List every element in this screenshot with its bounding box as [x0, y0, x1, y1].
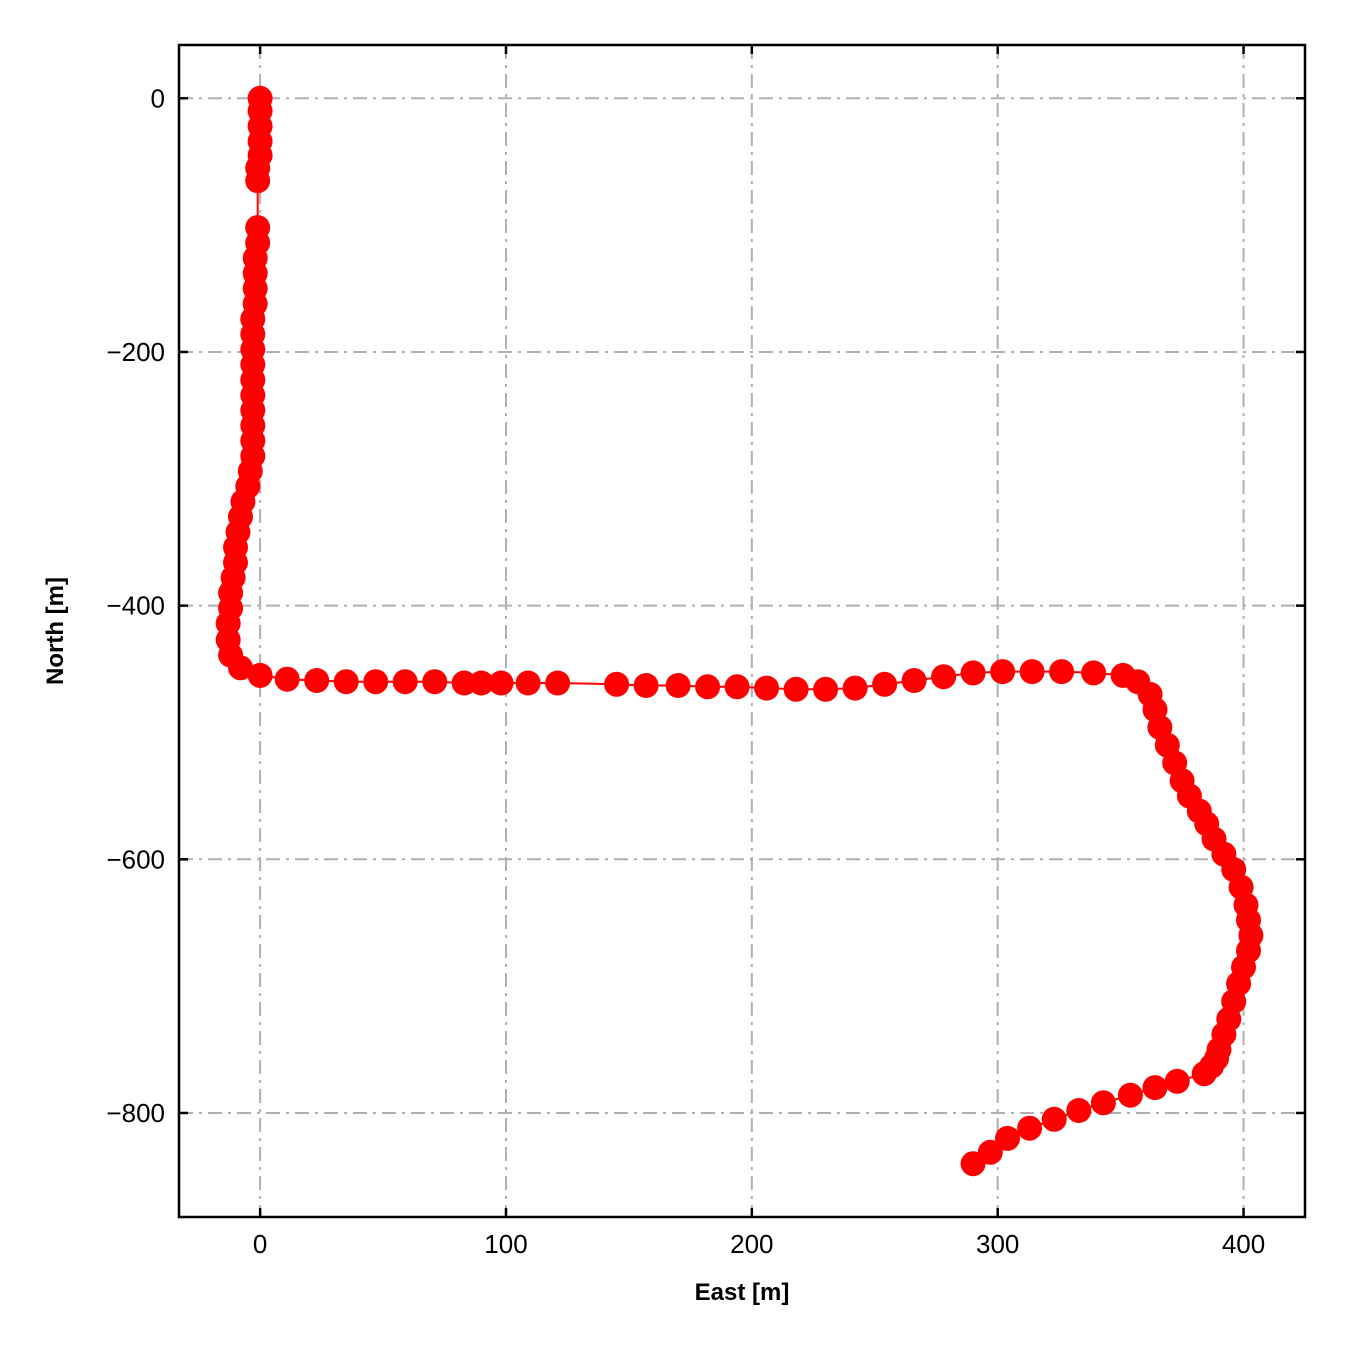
data-series — [215, 85, 1264, 1177]
data-point — [468, 670, 494, 696]
data-point — [1041, 1106, 1067, 1132]
data-point — [1164, 1068, 1190, 1094]
y-tick-label: −400 — [106, 591, 165, 621]
data-point — [724, 674, 750, 700]
data-point — [1191, 1061, 1217, 1087]
data-point — [274, 666, 300, 692]
y-axis-label: North [m] — [42, 577, 69, 685]
x-tick-label: 200 — [730, 1229, 773, 1259]
data-point — [633, 673, 659, 698]
data-point — [245, 168, 271, 194]
data-point — [1117, 1082, 1143, 1108]
data-point — [228, 655, 253, 681]
data-point — [754, 675, 780, 701]
data-point — [901, 668, 927, 693]
data-point — [1081, 660, 1107, 686]
x-tick-label: 0 — [253, 1229, 267, 1259]
data-point — [451, 670, 477, 696]
y-tick-label: 0 — [151, 83, 165, 113]
y-tick-label: −600 — [106, 844, 165, 874]
data-point — [990, 659, 1016, 685]
data-point — [842, 675, 868, 701]
x-tick-label: 300 — [976, 1229, 1019, 1259]
data-point — [604, 671, 630, 697]
data-point — [545, 670, 571, 696]
y-tick-label: −800 — [106, 1098, 165, 1128]
data-point — [247, 662, 273, 688]
data-point — [931, 664, 957, 690]
data-point — [392, 669, 418, 695]
plot-frame — [177, 43, 1307, 1219]
data-point — [872, 671, 898, 697]
data-point — [813, 676, 839, 702]
data-point — [1019, 659, 1045, 685]
data-point — [1066, 1098, 1092, 1123]
x-axis-label: East [m] — [695, 1279, 790, 1306]
data-point — [515, 670, 541, 696]
data-point — [695, 674, 721, 700]
data-point — [488, 670, 514, 696]
data-point — [960, 1151, 986, 1177]
data-point — [363, 669, 389, 695]
data-point — [783, 676, 809, 702]
x-tick-label: 400 — [1222, 1229, 1265, 1259]
data-point — [960, 660, 986, 686]
x-tick-label: 100 — [484, 1229, 527, 1259]
data-point — [304, 668, 330, 693]
data-point — [1017, 1115, 1043, 1141]
y-tick-label: −200 — [106, 337, 165, 367]
data-point — [665, 673, 691, 698]
data-point — [422, 669, 448, 695]
data-point — [333, 669, 359, 695]
data-point — [1090, 1090, 1116, 1116]
data-point — [995, 1125, 1020, 1151]
data-point — [1142, 1075, 1168, 1101]
data-point — [1049, 659, 1075, 685]
axis-ticks: 0 100 200 300 400 0 −200 −400 −600 −800 — [106, 45, 1305, 1259]
